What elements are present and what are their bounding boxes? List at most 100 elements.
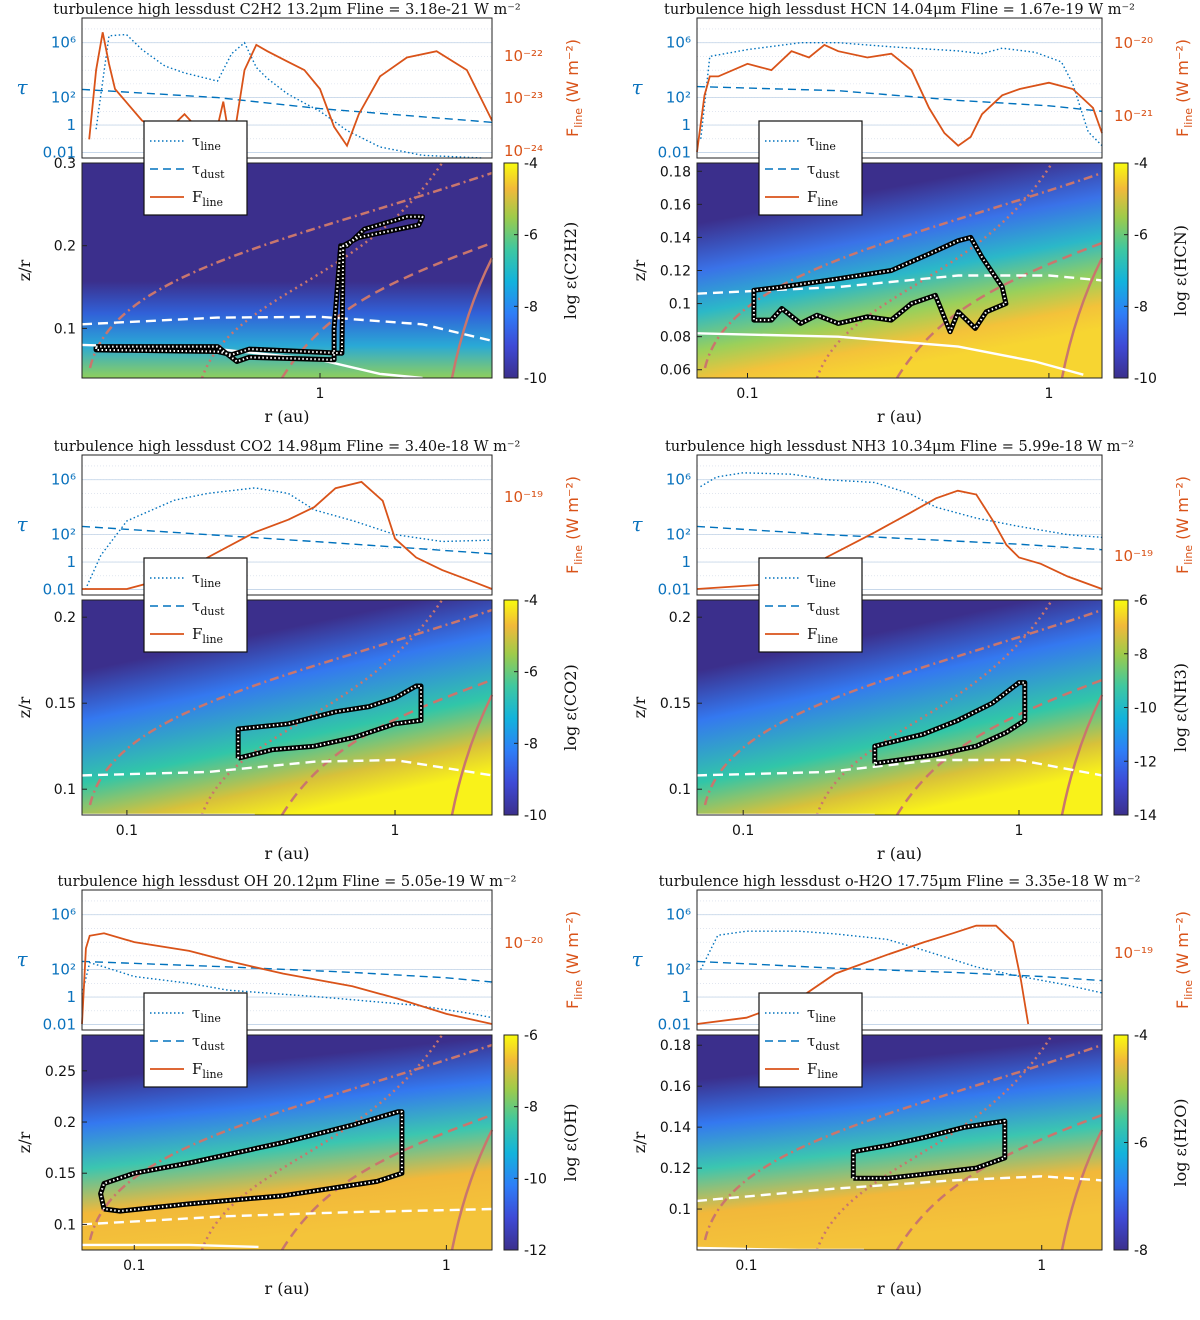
legend-label-tau-dust: τdust (807, 1032, 840, 1053)
contour-dashed (895, 678, 1103, 816)
white-solid-curve (82, 1243, 259, 1249)
colorbar-label: log ε(NH3) (1171, 663, 1190, 752)
tau-tick-label: 10⁶ (666, 906, 691, 924)
z-tick-label: 0.06 (660, 363, 691, 379)
white-dashed-curve (696, 758, 1103, 777)
flux-axis-label: Fline (W m⁻²) (563, 476, 585, 574)
z-tick-label: 0.3 (54, 156, 76, 172)
tau-tick-label: 0.01 (43, 1016, 76, 1034)
r-axis-label: r (au) (264, 407, 309, 426)
colorbar-tick-label: -8 (1134, 647, 1148, 663)
tau-line-series (700, 930, 1103, 994)
legend-label-tau-dust-main: τ (807, 1032, 815, 1050)
legend-label-tau-line: τline (192, 132, 221, 153)
legend-label-tau-line-sub: line (815, 140, 836, 153)
flux-axis-label-part: (W m⁻²) (1173, 911, 1192, 980)
legend-label-tau-line-sub: line (200, 140, 221, 153)
emission-region-dots (95, 215, 424, 363)
colorbar-tick-label: -10 (524, 1171, 547, 1187)
panel-co2: turbulence high lessdust CO2 14.98μm Fli… (15, 439, 585, 863)
contour-dashdot (703, 608, 1103, 806)
z-tick-label: 0.12 (660, 264, 691, 280)
legend-label-tau-dust-main: τ (807, 160, 815, 178)
legend-label-tau-line-sub: line (815, 1012, 836, 1025)
flux-axis-label-part: line (572, 980, 585, 1000)
legend-label-tau-dust: τdust (192, 1032, 225, 1053)
tau-axes-frame (696, 889, 1103, 1031)
zr-axes-frame (81, 599, 493, 816)
abundance-map (697, 163, 1102, 378)
flux-series (88, 32, 493, 153)
flux-axis-label: Fline (W m⁻²) (563, 39, 585, 137)
zr-axes-frame (696, 599, 1103, 816)
tau-tick-label: 0.01 (658, 581, 691, 599)
tau-axes-frame (81, 889, 493, 1031)
contour-dashdot (88, 1043, 493, 1241)
legend-label-tau-dust: τdust (192, 597, 225, 618)
legend-label-tau-line: τline (807, 1004, 836, 1025)
tau-tick-label: 10⁶ (51, 906, 76, 924)
tau-dust-series (696, 525, 1103, 551)
tau-axis-label: τ (16, 947, 28, 971)
tau-line-series (700, 42, 1103, 147)
z-axis-label: z/r (630, 696, 649, 718)
tau-axis-label: τ (16, 75, 28, 99)
contour-dashdot (88, 171, 493, 369)
colorbar-tick-label: -4 (524, 593, 538, 609)
tau-tick-label: 10⁶ (51, 471, 76, 489)
flux-axis-label-part: (W m⁻²) (1173, 39, 1192, 108)
colorbar-tick-label: -6 (524, 1028, 538, 1044)
flux-series (81, 932, 493, 1025)
colorbar-label: log ε(OH) (561, 1104, 580, 1182)
r-tick-label: 1 (391, 823, 400, 839)
tau-axis-label: τ (16, 512, 28, 536)
emission-region-outline (751, 234, 1009, 335)
tau-axes-frame (696, 17, 1103, 159)
tau-plot-area (697, 455, 1102, 595)
tau-tick-label: 0.01 (658, 1016, 691, 1034)
tau-tick-label: 10⁶ (666, 471, 691, 489)
legend-label-flux-main: F (192, 188, 202, 206)
r-tick-label: 1 (442, 1258, 451, 1274)
z-tick-label: 0.25 (45, 1064, 76, 1080)
legend-box (758, 992, 863, 1088)
emission-region-dots (852, 1120, 1006, 1180)
flux-axis-label-part: F (1173, 565, 1192, 574)
tau-axes-frame (696, 454, 1103, 596)
tau-dust-series (81, 88, 493, 123)
colorbar (503, 599, 519, 816)
tau-tick-label: 10² (666, 961, 691, 979)
colorbar (503, 1034, 519, 1251)
legend-label-tau-dust-sub: dust (815, 168, 840, 181)
contour-solid (450, 694, 494, 816)
tau-tick-label: 1 (681, 553, 691, 571)
colorbar-tick-label: -6 (524, 228, 538, 244)
z-tick-label: 0.08 (660, 330, 691, 346)
flux-axis-label-part: F (563, 128, 582, 137)
tau-plot-area (697, 18, 1102, 158)
colorbar-label: log ε(CO2) (561, 664, 580, 750)
tau-plot-area (697, 890, 1102, 1030)
z-tick-label: 0.2 (54, 1115, 76, 1131)
contour-dashdot (703, 171, 1103, 369)
legend-label-flux-main: F (807, 625, 817, 643)
legend-label-flux-main: F (192, 1060, 202, 1078)
legend-label-flux-sub: line (202, 633, 223, 646)
r-axis-label: r (au) (877, 1279, 922, 1298)
white-dashed-curve (696, 274, 1103, 295)
tau-tick-label: 0.01 (43, 144, 76, 162)
colorbar-tick-label: -8 (1134, 1243, 1148, 1259)
flux-tick-label: 10⁻¹⁹ (1114, 547, 1153, 565)
contour-solid (1060, 1129, 1104, 1251)
legend-label-flux: Fline (807, 1060, 838, 1081)
tau-dust-series (81, 525, 493, 555)
z-tick-label: 0.15 (660, 696, 691, 712)
colorbar-tick-label: -4 (524, 156, 538, 172)
r-tick-label: 1 (1037, 1258, 1046, 1274)
legend-label-tau-line-main: τ (807, 569, 815, 587)
legend-label-flux: Fline (192, 1060, 223, 1081)
z-axis-label: z/r (630, 259, 649, 281)
legend-label-tau-dust-sub: dust (200, 605, 225, 618)
colorbar-tick-label: -8 (524, 736, 538, 752)
flux-axis-label-part: (W m⁻²) (1173, 476, 1192, 545)
